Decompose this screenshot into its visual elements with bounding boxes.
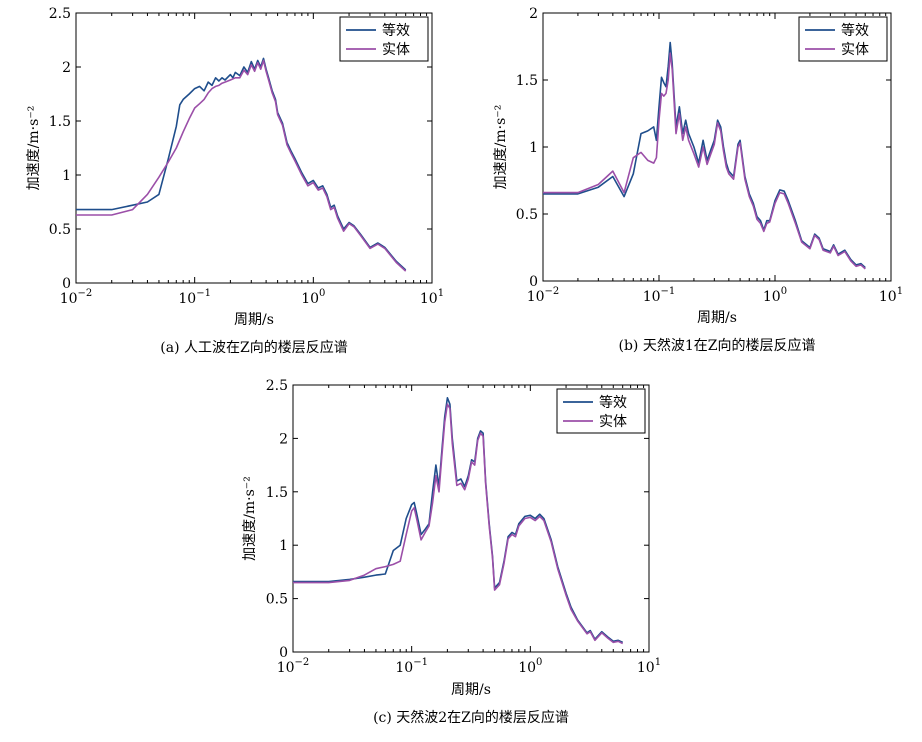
y-tick-label: 1: [279, 538, 288, 554]
legend-label: 等效: [382, 22, 410, 39]
x-tick-label: 10−1: [395, 657, 428, 676]
legend-label: 等效: [599, 394, 627, 411]
x-tick-label: 101: [420, 288, 444, 307]
y-tick-label: 2: [62, 60, 71, 76]
x-axis-label: 周期/s: [697, 310, 737, 326]
legend-box: [798, 16, 888, 62]
series-group: [293, 397, 624, 645]
legend-label: 实体: [841, 42, 869, 58]
y-tick-label: 0: [529, 274, 538, 290]
x-axis-label: 周期/s: [451, 682, 491, 698]
series-line-solid: [76, 59, 407, 272]
y-tick-label: 0.5: [266, 592, 288, 608]
y-tick-label: 2.5: [49, 6, 71, 22]
y-tick-label: 0.5: [516, 207, 538, 223]
y-tick-label: 2: [279, 431, 288, 447]
legend-box: [339, 16, 429, 62]
chart-caption: (b) 天然波1在Z向的楼层反应谱: [619, 337, 816, 354]
y-axis-label: 加速度/m·s⁻²: [493, 105, 509, 190]
chart-panel-c: 0 0.5 1 1.5 2 2.5 10−2 10−1 100 101 周期/s 加速度/m·s⁻² (…: [242, 378, 661, 726]
x-tick-label: 101: [637, 657, 661, 676]
x-axis-label: 周期/s: [234, 312, 274, 328]
plot-frame: [292, 384, 650, 653]
legend-label: 实体: [599, 414, 627, 430]
chart-caption: (a) 人工波在Z向的楼层反应谱: [160, 339, 347, 356]
chart-panel-a: 0 0.5 1 1.5 2 2.5 10−2 10−1 100 101 周期/s 加速度/m·s⁻² (…: [26, 6, 444, 356]
chart-caption: (c) 天然波2在Z向的楼层反应谱: [373, 709, 569, 726]
y-tick-label: 1.5: [49, 114, 71, 130]
x-tick-label: 100: [763, 286, 787, 305]
chart-panel-b: 0 0.5 1 1.5 2 10−2 10−1 100 101 周期/s 加速度/m·s⁻² (b) …: [493, 6, 903, 354]
x-tick-label: 10−1: [643, 286, 676, 305]
y-axis-label: 加速度/m·s⁻²: [26, 106, 42, 191]
y-tick-label: 0: [279, 645, 288, 661]
x-tick-label: 10−1: [178, 288, 211, 307]
series-group: [76, 57, 407, 272]
x-tick-label: 10−2: [60, 288, 93, 307]
x-tick-label: 10−2: [527, 286, 560, 305]
legend-label: 实体: [382, 42, 410, 58]
y-tick-label: 1.5: [266, 485, 288, 501]
legend-box: [556, 388, 646, 434]
legend-label: 等效: [841, 22, 869, 39]
x-tick-label: 100: [518, 657, 542, 676]
y-tick-label: 2: [529, 6, 538, 22]
y-tick-label: 1: [62, 168, 71, 184]
y-tick-label: 1: [529, 140, 538, 156]
y-tick-label: 2.5: [266, 378, 288, 394]
series-line-equivalent: [76, 57, 407, 271]
y-tick-label: 0: [62, 276, 71, 292]
series-line-solid: [543, 52, 866, 270]
y-axis-label: 加速度/m·s⁻²: [242, 476, 258, 561]
y-tick-label: 0.5: [49, 222, 71, 238]
plot-frame: [75, 12, 433, 284]
x-tick-label: 100: [301, 288, 325, 307]
series-line-solid: [293, 403, 624, 645]
series-group: [543, 41, 866, 270]
y-tick-label: 1.5: [516, 73, 538, 89]
series-line-equivalent: [293, 397, 624, 644]
x-tick-label: 101: [879, 286, 903, 305]
x-tick-label: 10−2: [277, 657, 310, 676]
